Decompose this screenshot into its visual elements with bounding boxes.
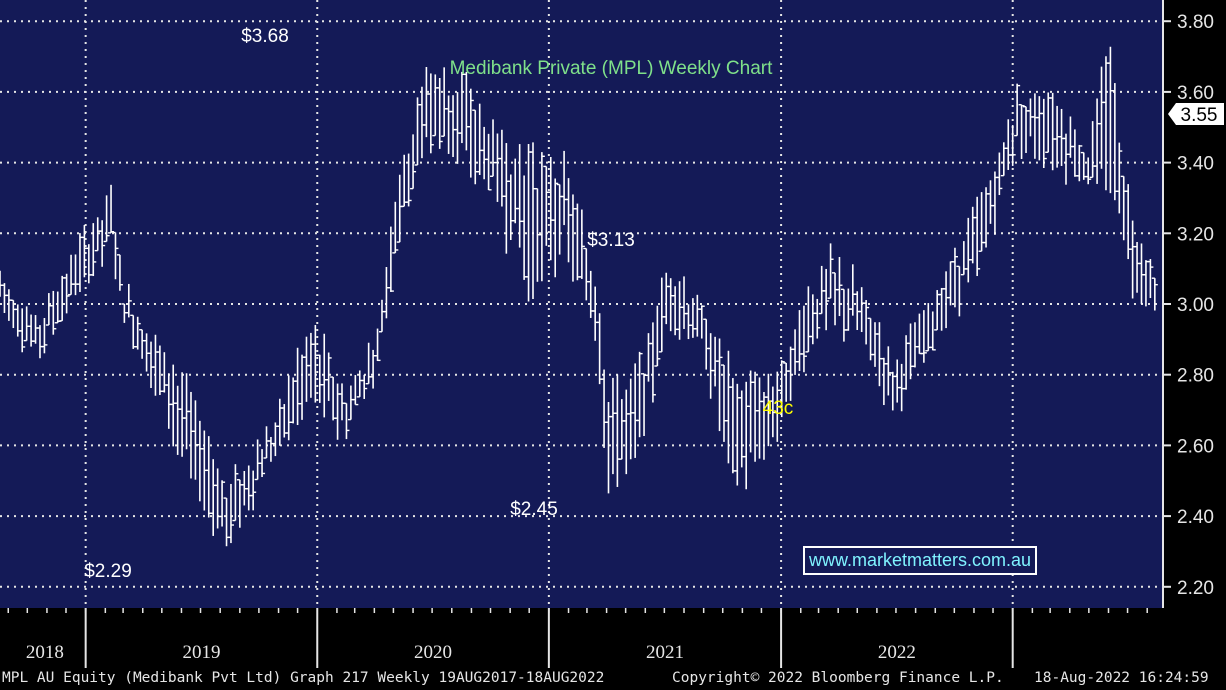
year-label: 2018 <box>26 642 64 663</box>
annotation-label: $2.29 <box>84 561 132 582</box>
y-tick-label: 3.60 <box>1177 83 1214 104</box>
website-label: www.marketmatters.com.au <box>803 546 1038 575</box>
x-axis-band <box>0 608 1163 668</box>
x-axis: 2018 2019 2020 2021 2022 <box>7 608 1148 668</box>
y-tick-label: 3.00 <box>1177 295 1214 316</box>
annotation-label: $3.68 <box>241 26 289 47</box>
y-tick-label: 2.40 <box>1177 507 1214 528</box>
y-tick-label: 3.40 <box>1177 154 1214 175</box>
price-chart: 3.80 3.60 3.40 3.20 3.00 2.80 2.60 2.40 2.20 201… <box>0 0 1226 668</box>
footer-copyright: Copyright© 2022 Bloomberg Finance L.P. <box>672 670 1004 686</box>
last-price-label: 3.55 <box>1181 105 1218 126</box>
y-axis: 3.80 3.60 3.40 3.20 3.00 2.80 2.60 2.40 2.20 <box>1162 0 1214 608</box>
footer-timestamp: 18-Aug-2022 16:24:59 <box>1034 670 1209 686</box>
y-tick-label: 2.60 <box>1177 436 1214 457</box>
chart-title: Medibank Private (MPL) Weekly Chart <box>450 58 773 79</box>
last-price-tag: 3.55 <box>1168 103 1224 126</box>
y-tick-label: 2.20 <box>1177 578 1214 599</box>
y-tick-label: 2.80 <box>1177 366 1214 387</box>
annotation-label: 43c <box>763 398 794 419</box>
price-bars <box>0 46 1158 547</box>
year-label: 2022 <box>878 642 916 663</box>
footer-security: MPL AU Equity (Medibank Pvt Ltd) Graph 2… <box>2 670 605 686</box>
year-label: 2021 <box>646 642 684 663</box>
y-tick-label: 3.20 <box>1177 224 1214 245</box>
year-label: 2020 <box>414 642 452 663</box>
annotations: $3.68 $3.13 $2.45 $2.29 43c <box>84 26 793 582</box>
annotation-label: $2.45 <box>510 499 558 520</box>
y-tick-label: 3.80 <box>1177 12 1214 33</box>
footer: MPL AU Equity (Medibank Pvt Ltd) Graph 2… <box>0 668 1226 690</box>
annotation-label: $3.13 <box>587 230 635 251</box>
year-label: 2019 <box>182 642 220 663</box>
